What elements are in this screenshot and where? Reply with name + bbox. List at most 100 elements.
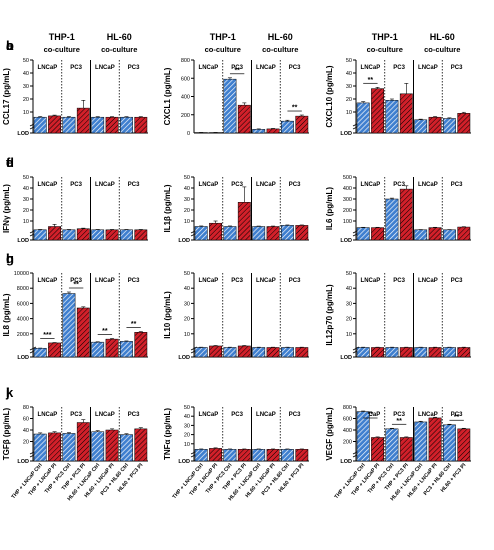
bar xyxy=(281,449,294,462)
bar xyxy=(385,347,399,358)
y-tick-label: 10 xyxy=(184,219,190,225)
bar xyxy=(76,107,90,134)
y-tick-label: 40 xyxy=(184,286,190,292)
sig-label: ** xyxy=(131,321,137,328)
y-tick-label: 20 xyxy=(184,433,190,439)
bar xyxy=(105,338,119,358)
subgroup-label: PC3 xyxy=(393,65,405,71)
bar xyxy=(428,116,442,134)
panel-letter: i xyxy=(6,251,10,266)
bar xyxy=(399,347,413,358)
group-subheader: co-culture xyxy=(101,45,137,54)
bar xyxy=(266,347,280,358)
y-tick-label: 20 xyxy=(346,97,352,103)
subgroup-label: PC3 xyxy=(393,278,405,284)
y-tick-label: 50 xyxy=(184,271,190,277)
subgroup-label: LNCaP xyxy=(199,182,219,188)
bar xyxy=(252,129,266,134)
group-subheader: co-culture xyxy=(424,45,460,54)
subgroup-label: PC3 xyxy=(231,278,243,284)
bar xyxy=(33,116,47,134)
y-tick-label: 10 xyxy=(184,332,190,338)
bar xyxy=(223,449,237,462)
lod-label: LOD xyxy=(178,459,190,465)
y-tick-label: 40 xyxy=(346,71,352,77)
panel-h: h 10 20 30 40 50 LOD IL10 (pg/mL) LNCaP PC3 LNCaP P… xyxy=(6,251,309,361)
y-tick-label: 10000 xyxy=(14,271,29,277)
subgroup-label: LNCaP xyxy=(38,182,58,188)
bar xyxy=(194,347,208,358)
panel-letter: j xyxy=(5,385,10,400)
bar xyxy=(223,347,237,358)
y-tick-label: 30 xyxy=(23,197,29,203)
y-tick-label: 800 xyxy=(181,58,190,64)
axis-break xyxy=(29,346,37,351)
panel-letter: k xyxy=(6,385,14,400)
y-tick-label: 10 xyxy=(346,110,352,116)
bar xyxy=(76,307,90,358)
bar xyxy=(266,226,280,241)
bar xyxy=(295,115,309,134)
panel-j: j 20 40 60 80 LOD TGFβ (pg/mL) LNCaP PC3 LNCaP PC3… xyxy=(2,385,148,502)
y-tick-label: 400 xyxy=(181,95,190,101)
subgroup-label: LNCaP xyxy=(361,182,381,188)
y-axis-label: CCL17 (pg/mL) xyxy=(2,68,11,125)
sig-label: ** xyxy=(454,414,460,421)
bar xyxy=(91,431,105,462)
subgroup-label: LNCaP xyxy=(199,278,219,284)
group-header: THP-1 xyxy=(49,32,75,42)
subgroup-label: PC3 xyxy=(231,65,243,71)
subgroup-label: LNCaP xyxy=(361,278,381,284)
y-tick-label: 40 xyxy=(23,71,29,77)
y-tick-label: 20 xyxy=(184,317,190,323)
subgroup-label: PC3 xyxy=(70,412,82,418)
y-axis-label: IL12p70 (pg/mL) xyxy=(325,284,334,346)
bar xyxy=(281,225,294,241)
subgroup-label: PC3 xyxy=(451,182,463,188)
y-axis-label: IL10 (pg/mL) xyxy=(163,291,172,339)
sig-label: ** xyxy=(102,328,108,335)
subgroup-label: PC3 xyxy=(128,65,140,71)
group-header: THP-1 xyxy=(372,32,398,42)
bar xyxy=(33,433,47,462)
bar xyxy=(385,198,399,241)
bar xyxy=(457,226,471,241)
y-tick-label: 30 xyxy=(184,301,190,307)
subgroup-label: LNCaP xyxy=(38,278,58,284)
y-tick-label: 50 xyxy=(346,58,352,64)
bar xyxy=(252,347,266,358)
bar xyxy=(105,429,119,462)
group-header: HL-60 xyxy=(430,32,455,42)
y-tick-label: 800 xyxy=(343,405,352,411)
lod-label: LOD xyxy=(178,238,190,244)
group-subheader: co-culture xyxy=(262,45,298,54)
lod-label: LOD xyxy=(17,459,29,465)
y-tick-label: 30 xyxy=(184,423,190,429)
bar xyxy=(385,428,399,462)
y-tick-label: 8000 xyxy=(17,286,29,292)
sig-label: ** xyxy=(368,77,374,84)
bar xyxy=(414,347,428,358)
subgroup-label: PC3 xyxy=(451,278,463,284)
bar xyxy=(237,345,251,358)
y-tick-label: 6000 xyxy=(17,301,29,307)
bar xyxy=(134,332,148,358)
subgroup-label: LNCaP xyxy=(418,65,438,71)
panel-letter: d xyxy=(6,155,14,170)
bar xyxy=(62,229,76,241)
panels: a 10 20 30 40 50 LOD CCL17 (pg/mL) LNCaP PC3 LNCaP… xyxy=(2,32,471,502)
bar xyxy=(237,104,251,134)
panel-i: i 10 20 30 40 50 LOD IL12p70 (pg/mL) LNCaP PC3 LNC… xyxy=(6,251,471,361)
bar xyxy=(62,293,76,358)
bar xyxy=(48,226,61,241)
y-tick-label: 400 xyxy=(343,186,352,192)
y-axis-label: CXCL1 (pg/mL) xyxy=(163,67,172,125)
panel-a: a 10 20 30 40 50 LOD CCL17 (pg/mL) LNCaP PC3 LNCaP… xyxy=(2,32,148,137)
y-tick-label: 4000 xyxy=(17,317,29,323)
subgroup-label: PC3 xyxy=(231,412,243,418)
subgroup-label: LNCaP xyxy=(95,412,115,418)
bar xyxy=(295,449,309,462)
subgroup-label: PC3 xyxy=(70,278,82,284)
group-subheader: co-culture xyxy=(44,45,80,54)
y-tick-label: 20 xyxy=(346,317,352,323)
